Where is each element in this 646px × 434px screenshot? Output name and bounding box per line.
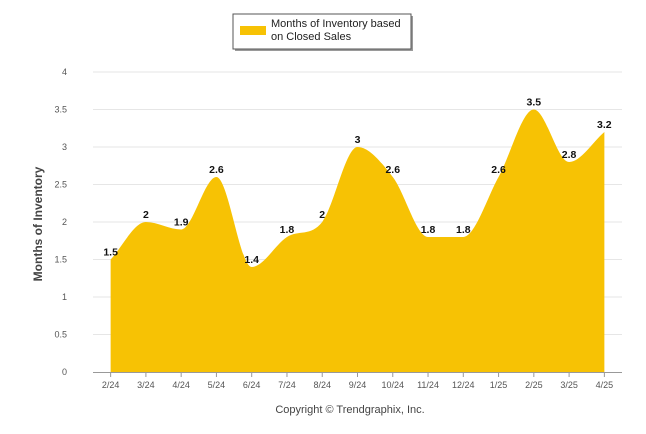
y-tick-label: 3 [62, 142, 67, 152]
value-labels: 1.5 2 1.9 2.6 1.4 1.8 2 3 2.6 1.8 1.8 2.6 3.5 2.8 3.2 [103, 97, 611, 267]
legend-line1: Months of Inventory based [271, 18, 401, 30]
x-tick-label: 2/25 [525, 380, 543, 390]
x-tick-label: 8/24 [313, 380, 331, 390]
data-label: 3 [355, 134, 361, 146]
legend: Months of Inventory based on Closed Sale… [232, 13, 413, 51]
y-tick-label: 0 [62, 367, 67, 377]
copyright-text: Copyright © Trendgraphix, Inc. [275, 404, 424, 416]
x-tick-label: 3/25 [560, 380, 578, 390]
y-tick-label: 4 [62, 67, 67, 77]
data-label: 1.8 [456, 224, 471, 236]
data-label: 2.6 [209, 164, 224, 176]
data-label: 3.2 [597, 119, 612, 131]
x-tick-label: 3/24 [137, 380, 155, 390]
y-tick-label: 0.5 [54, 330, 67, 340]
x-axis-ticks: 2/24 3/24 4/24 5/24 6/24 7/24 8/24 9/24 10/24 11/… [102, 372, 613, 390]
data-label: 1.4 [244, 254, 259, 266]
y-axis-ticks: 0 0.5 1 1.5 2 2.5 3 3.5 4 [54, 67, 67, 377]
y-tick-label: 2.5 [54, 180, 67, 190]
legend-swatch [240, 26, 266, 35]
data-label: 1.5 [103, 247, 118, 259]
data-label: 1.8 [280, 224, 295, 236]
x-tick-label: 11/24 [417, 380, 439, 390]
y-tick-label: 1 [62, 292, 67, 302]
x-tick-label: 6/24 [243, 380, 261, 390]
x-tick-label: 2/24 [102, 380, 120, 390]
y-tick-label: 3.5 [54, 105, 67, 115]
data-label: 1.8 [421, 224, 436, 236]
series-area [110, 109, 605, 372]
x-tick-label: 10/24 [382, 380, 405, 390]
y-tick-label: 1.5 [54, 255, 67, 265]
data-label: 3.5 [527, 97, 542, 109]
data-label: 2.6 [385, 164, 400, 176]
data-label: 2 [319, 209, 325, 221]
y-axis-label: Months of Inventory [31, 166, 45, 281]
data-label: 2.8 [562, 149, 577, 161]
x-tick-label: 7/24 [278, 380, 296, 390]
x-tick-label: 5/24 [208, 380, 226, 390]
y-tick-label: 2 [62, 217, 67, 227]
legend-line2: on Closed Sales [271, 31, 352, 43]
x-tick-label: 12/24 [452, 380, 475, 390]
data-label: 2 [143, 209, 149, 221]
x-tick-label: 4/25 [596, 380, 614, 390]
x-tick-label: 1/25 [490, 380, 508, 390]
data-label: 1.9 [174, 217, 189, 229]
x-tick-label: 4/24 [172, 380, 190, 390]
data-label: 2.6 [491, 164, 506, 176]
x-tick-label: 9/24 [349, 380, 367, 390]
